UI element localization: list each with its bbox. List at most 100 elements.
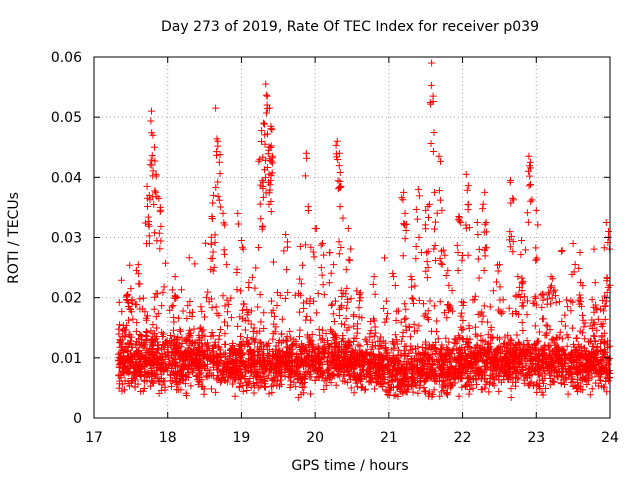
data-point	[219, 209, 227, 217]
data-point	[307, 338, 315, 346]
data-point	[172, 378, 180, 386]
data-point	[213, 352, 221, 360]
data-point	[273, 289, 281, 297]
data-point	[334, 362, 342, 370]
data-point	[336, 169, 344, 177]
data-point	[596, 371, 604, 379]
data-point	[450, 345, 458, 353]
data-point	[476, 368, 484, 376]
data-point	[335, 347, 343, 355]
data-point	[174, 336, 182, 344]
data-point	[166, 306, 174, 314]
data-point	[176, 326, 184, 334]
data-point	[166, 360, 174, 368]
data-point	[324, 360, 332, 368]
data-point	[302, 241, 310, 249]
data-point	[389, 340, 397, 348]
data-point	[312, 357, 320, 365]
data-point	[221, 221, 229, 229]
data-point	[259, 369, 267, 377]
data-point	[259, 193, 267, 201]
data-point	[436, 392, 444, 400]
data-point	[430, 128, 438, 136]
data-point	[470, 369, 478, 377]
data-point	[435, 152, 443, 160]
data-point	[198, 351, 206, 359]
data-point	[227, 345, 235, 353]
data-point	[345, 256, 353, 264]
data-point	[209, 344, 217, 352]
data-point	[489, 357, 497, 365]
data-point	[380, 304, 388, 312]
data-point	[452, 358, 460, 366]
data-point	[441, 381, 449, 389]
data-point	[323, 336, 331, 344]
data-point	[457, 350, 465, 358]
data-point	[391, 281, 399, 289]
data-point	[264, 356, 272, 364]
data-point	[166, 332, 174, 340]
data-point	[540, 345, 548, 353]
data-point	[601, 365, 609, 373]
data-point	[542, 321, 550, 329]
data-point	[128, 308, 136, 316]
data-point	[236, 345, 244, 353]
data-point	[315, 325, 323, 333]
data-point	[389, 269, 397, 277]
data-point	[402, 305, 410, 313]
data-point	[431, 225, 439, 233]
data-point	[254, 303, 262, 311]
data-point	[515, 310, 523, 318]
data-point	[225, 300, 233, 308]
data-point	[183, 352, 191, 360]
data-point	[455, 392, 463, 400]
data-point	[574, 369, 582, 377]
data-point	[260, 119, 268, 127]
data-point	[316, 350, 324, 358]
data-point	[407, 333, 415, 341]
data-point	[409, 374, 417, 382]
data-point	[340, 321, 348, 329]
data-point	[451, 355, 459, 363]
data-point	[260, 309, 268, 317]
data-point	[463, 335, 471, 343]
data-point	[337, 303, 345, 311]
y-tick-labels: 0 0.01 0.02 0.03 0.04 0.05 0.06	[51, 50, 82, 427]
data-point	[552, 350, 560, 358]
data-point	[251, 284, 259, 292]
data-point	[256, 291, 264, 299]
data-point	[267, 122, 275, 130]
data-point	[382, 297, 390, 305]
data-point	[550, 372, 558, 380]
data-point	[427, 140, 435, 148]
data-point	[253, 329, 261, 337]
data-point	[232, 366, 240, 374]
data-point	[489, 380, 497, 388]
data-point	[143, 182, 151, 190]
data-point	[370, 332, 378, 340]
data-point	[156, 354, 164, 362]
data-point	[431, 367, 439, 375]
data-point	[115, 363, 123, 371]
data-point	[307, 390, 315, 398]
data-point	[484, 318, 492, 326]
data-point	[576, 248, 584, 256]
data-point	[265, 143, 273, 151]
data-point	[356, 363, 364, 371]
data-point	[124, 290, 132, 298]
data-point	[208, 328, 216, 336]
data-point	[370, 317, 378, 325]
data-point	[331, 297, 339, 305]
data-point	[135, 340, 143, 348]
data-point	[214, 178, 222, 186]
data-point	[409, 375, 417, 383]
data-point	[233, 286, 241, 294]
data-point	[532, 294, 540, 302]
data-point	[313, 309, 321, 317]
data-point	[551, 286, 559, 294]
data-point	[345, 371, 353, 379]
data-point	[266, 352, 274, 360]
data-point	[376, 353, 384, 361]
data-point	[408, 355, 416, 363]
data-point	[299, 373, 307, 381]
